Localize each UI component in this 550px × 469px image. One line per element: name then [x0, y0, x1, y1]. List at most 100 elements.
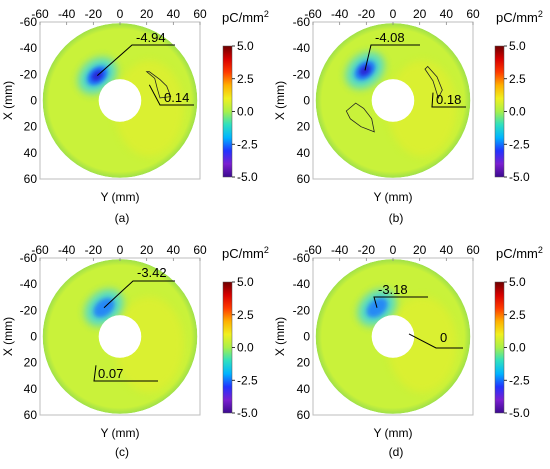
colorbar-tick-label: -2.5 [237, 137, 258, 151]
y-tick-label: -20 [20, 67, 38, 81]
annotation-leader [93, 365, 158, 382]
colorbar-title-superscript: 2 [264, 9, 269, 19]
colorbar-tick-label: 5.0 [509, 275, 526, 289]
colorbar-tick-label: -5.0 [509, 406, 530, 420]
y-tick-label: 40 [297, 382, 311, 396]
colorbar-tick-label: 5.0 [237, 39, 254, 53]
x-tick-label: -40 [58, 7, 76, 21]
x-tick-label: 60 [466, 7, 480, 21]
colorbar-tick-label: 5.0 [237, 275, 254, 289]
y-tick-label: 0 [30, 94, 37, 108]
contour-line [345, 102, 375, 133]
y-tick-label: 40 [297, 146, 311, 160]
x-tick-label: 60 [193, 243, 207, 257]
panel-label: (a) [115, 211, 130, 225]
x-tick-label: 40 [440, 7, 454, 21]
y-tick-label: 60 [24, 172, 38, 186]
y-tick-label: 20 [24, 356, 38, 370]
colorbar-tick-label: 2.5 [509, 308, 526, 322]
colorbar-title: pC/mm2 [222, 245, 269, 261]
x-tick-label: 40 [440, 243, 454, 257]
x-tick-label: -60 [304, 7, 322, 21]
annotation-leader [408, 333, 463, 349]
x-tick-label: -60 [31, 7, 49, 21]
colorbar-tick-label: 0.0 [509, 341, 526, 355]
x-tick-label: 20 [413, 7, 427, 21]
colorbar-tick-label: 2.5 [509, 72, 526, 86]
colorbar [494, 281, 505, 414]
y-tick-label: 60 [297, 172, 311, 186]
x-tick-label: 60 [193, 7, 207, 21]
panel-label: (b) [389, 211, 404, 225]
colorbar-tick-label: -2.5 [237, 373, 258, 387]
y-tick-label: 40 [24, 382, 38, 396]
annotation-leader [364, 44, 420, 71]
y-tick-label: -20 [293, 303, 311, 317]
colorbar-tick-label: 0.0 [237, 341, 254, 355]
annotation-label: 0.18 [436, 92, 461, 107]
y-tick-label: 20 [297, 120, 311, 134]
y-tick-label: -20 [293, 67, 311, 81]
colorbar [494, 45, 505, 178]
colorbar-tick-label: -5.0 [237, 170, 258, 184]
y-tick-label: -40 [20, 41, 38, 55]
y-tick-label: -40 [293, 41, 311, 55]
annotation-label: 0.14 [164, 90, 189, 105]
colorbar-title: pC/mm2 [496, 245, 543, 261]
x-tick-label: -40 [331, 243, 349, 257]
colorbar-title: pC/mm2 [222, 9, 269, 25]
x-tick-label: 40 [167, 243, 181, 257]
annotation-leader [373, 296, 428, 308]
y-tick-label: -60 [293, 15, 311, 29]
y-tick-label: -40 [293, 277, 311, 291]
colorbar-tick-label: -5.0 [509, 170, 530, 184]
colorbar-tick-label: -2.5 [509, 137, 530, 151]
colorbar-tick-label: 5.0 [509, 39, 526, 53]
y-tick-label: -20 [20, 303, 38, 317]
x-tick-label: -20 [85, 243, 103, 257]
annotation-label: -4.08 [375, 30, 405, 45]
y-tick-label: 0 [303, 94, 310, 108]
y-tick-label: -60 [20, 15, 38, 29]
contour-line [424, 65, 443, 99]
x-tick-label: 20 [140, 7, 154, 21]
y-tick-label: 60 [24, 408, 38, 422]
x-tick-label: 20 [413, 243, 427, 257]
colorbar-tick-label: 0.0 [237, 105, 254, 119]
y-tick-label: -40 [20, 277, 38, 291]
annotation-label: -3.42 [137, 265, 167, 280]
y-tick-label: 0 [303, 330, 310, 344]
x-axis-label: Y (mm) [373, 426, 412, 440]
annotation-leader [431, 92, 466, 108]
annotation-leader [103, 280, 175, 309]
x-tick-label: 0 [390, 7, 397, 21]
annotation-leader [148, 84, 194, 106]
colorbar-title: pC/mm2 [496, 9, 543, 25]
colorbar-tick-label: -5.0 [237, 406, 258, 420]
x-tick-label: -20 [358, 243, 376, 257]
y-tick-label: 20 [297, 356, 311, 370]
colorbar-tick-label: 2.5 [237, 308, 254, 322]
x-tick-label: -20 [358, 7, 376, 21]
colorbar-title-superscript: 2 [264, 245, 269, 255]
x-axis-label: Y (mm) [100, 190, 139, 204]
x-tick-label: 20 [140, 243, 154, 257]
y-axis-label: X (mm) [1, 81, 15, 120]
panel-label: (c) [115, 445, 129, 459]
x-tick-label: -40 [58, 243, 76, 257]
x-tick-label: -60 [304, 243, 322, 257]
annotation-label: -3.18 [378, 282, 408, 297]
colorbar-tick-label: 2.5 [237, 72, 254, 86]
colorbar-title-superscript: 2 [538, 9, 543, 19]
annotation-label: 0 [440, 330, 447, 345]
x-tick-label: -40 [331, 7, 349, 21]
panel-c: -60 -40 -20 0 20 40 60 -60 -40 -20 0 20 40 60 Y (mm) X … [1, 243, 269, 459]
colorbar-tick-label: 0.0 [509, 105, 526, 119]
y-tick-label: -60 [293, 251, 311, 265]
x-axis-label: Y (mm) [373, 190, 412, 204]
annotation-leader [97, 44, 175, 77]
colorbar [222, 281, 233, 414]
x-axis-label: Y (mm) [100, 426, 139, 440]
x-tick-label: 0 [390, 243, 397, 257]
colorbar-tick-label: -2.5 [509, 373, 530, 387]
